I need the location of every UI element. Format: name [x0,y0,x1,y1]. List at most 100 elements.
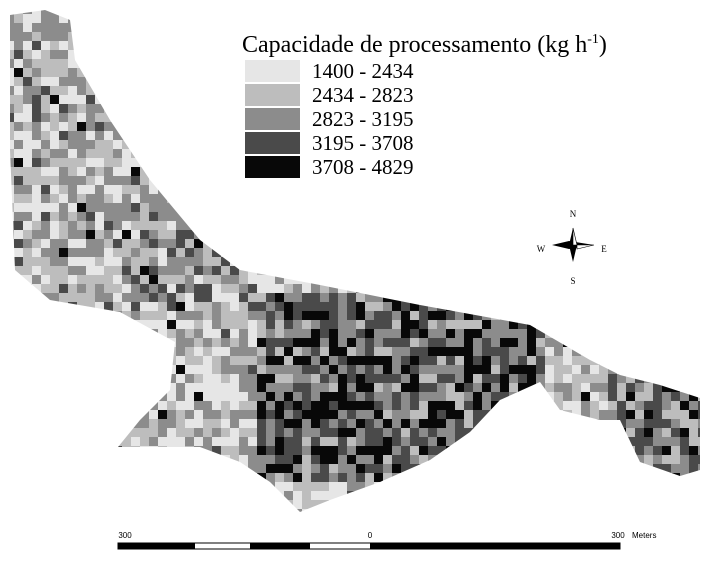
raster-cell [482,275,491,284]
raster-cell [5,518,14,527]
raster-cell [698,68,700,77]
raster-cell [311,437,320,446]
raster-cell [356,23,365,32]
raster-cell [500,257,509,266]
raster-cell [581,14,590,23]
raster-cell [572,446,581,455]
raster-cell [464,158,473,167]
raster-cell [131,266,140,275]
raster-cell [113,131,122,140]
raster-cell [437,356,446,365]
raster-cell [563,113,572,122]
raster-cell [581,446,590,455]
raster-cell [473,392,482,401]
raster-cell [23,320,32,329]
scale-label: 300 [611,531,625,540]
raster-cell [581,320,590,329]
raster-cell [176,437,185,446]
raster-cell [356,185,365,194]
raster-cell [14,311,23,320]
raster-cell [518,509,527,512]
raster-cell [545,392,554,401]
raster-cell [680,302,689,311]
raster-cell [608,302,617,311]
raster-cell [365,230,374,239]
scale-bar-segment [250,543,310,549]
raster-cell [185,401,194,410]
raster-cell [491,284,500,293]
raster-cell [644,10,653,14]
raster-cell [536,383,545,392]
raster-cell [626,518,635,527]
raster-cell [158,68,167,77]
raster-cell [653,176,662,185]
raster-cell [311,509,320,512]
raster-cell [347,374,356,383]
raster-cell [491,86,500,95]
raster-cell [59,257,68,266]
raster-cell [131,410,140,419]
raster-cell [140,50,149,59]
raster-cell [32,365,41,374]
raster-cell [644,320,653,329]
raster-cell [437,383,446,392]
raster-cell [176,329,185,338]
raster-cell [356,302,365,311]
raster-cell [482,329,491,338]
raster-cell [617,23,626,32]
raster-cell [230,176,239,185]
raster-cell [239,509,248,512]
raster-cell [527,95,536,104]
raster-cell [671,392,680,401]
raster-cell [473,311,482,320]
raster-cell [50,302,59,311]
raster-cell [347,500,356,509]
raster-cell [680,311,689,320]
raster-cell [113,374,122,383]
raster-cell [581,68,590,77]
raster-cell [176,14,185,23]
raster-cell [149,77,158,86]
raster-cell [554,221,563,230]
raster-cell [599,338,608,347]
raster-cell [41,437,50,446]
raster-cell [338,293,347,302]
raster-cell [32,428,41,437]
raster-cell [86,338,95,347]
raster-cell [95,518,104,527]
raster-cell [185,509,194,512]
raster-cell [446,437,455,446]
raster-cell [293,410,302,419]
raster-cell [10,509,14,512]
raster-cell [563,356,572,365]
raster-cell [455,149,464,158]
raster-cell [212,509,221,512]
raster-cell [608,158,617,167]
raster-cell [311,239,320,248]
raster-cell [419,77,428,86]
raster-cell [41,239,50,248]
raster-cell [311,221,320,230]
raster-cell [626,293,635,302]
raster-cell [185,500,194,509]
raster-cell [95,41,104,50]
raster-cell [419,383,428,392]
raster-cell [626,131,635,140]
raster-cell [572,95,581,104]
raster-cell [653,185,662,194]
raster-cell [626,10,635,14]
raster-cell [113,14,122,23]
raster-cell [149,428,158,437]
raster-cell [626,419,635,428]
raster-cell [599,302,608,311]
raster-cell [446,239,455,248]
raster-cell [10,176,14,185]
raster-cell [689,275,698,284]
raster-cell [635,230,644,239]
raster-cell [437,248,446,257]
raster-cell [32,464,41,473]
raster-cell [671,266,680,275]
raster-cell [644,95,653,104]
raster-cell [383,455,392,464]
raster-cell [338,239,347,248]
